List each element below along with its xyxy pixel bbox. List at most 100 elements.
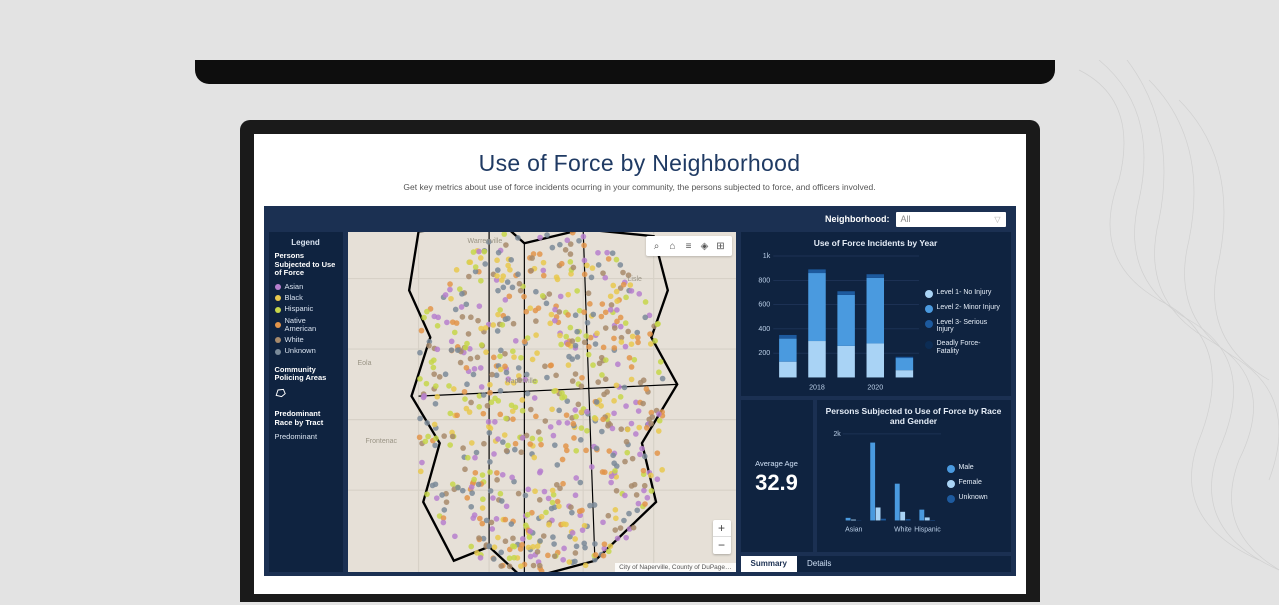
neighborhood-selected: All xyxy=(901,214,911,224)
svg-text:Hispanic: Hispanic xyxy=(914,526,941,533)
home-icon[interactable]: ⌂ xyxy=(666,239,680,253)
legend-swatch xyxy=(275,322,281,328)
legend-item-black: Black xyxy=(275,294,337,302)
dashboard-screen: Use of Force by Neighborhood Get key met… xyxy=(254,134,1026,594)
svg-text:200: 200 xyxy=(758,349,770,357)
legend-label: Male xyxy=(959,464,974,472)
legend-item-asian: Asian xyxy=(275,283,337,291)
laptop-bezel: Use of Force by Neighborhood Get key met… xyxy=(240,120,1040,602)
legend-item-label: Asian xyxy=(285,283,304,291)
legend-item-label: Hispanic xyxy=(285,305,314,313)
legend-label: Level 1- No Injury xyxy=(937,289,992,297)
legend-item-white: White xyxy=(275,336,337,344)
search-icon[interactable]: ⌕ xyxy=(650,239,664,253)
chart-race-legend-item: Unknown xyxy=(947,494,1003,503)
svg-text:2018: 2018 xyxy=(809,384,825,392)
filter-bar: Neighborhood: All ▽ xyxy=(264,206,1016,232)
map-attribution: City of Naperville, County of DuPage… xyxy=(615,563,735,572)
background-topo xyxy=(1059,60,1279,600)
tab-bar: SummaryDetails xyxy=(741,556,1011,572)
map[interactable]: WarrenvilleLisleEolaNapervilleFrontenac … xyxy=(348,232,736,572)
chart-race-legend-item: Female xyxy=(947,479,1003,488)
chart-race-card: Persons Subjected to Use of Force by Rac… xyxy=(817,400,1011,552)
average-age-card: Average Age 32.9 xyxy=(741,400,813,552)
legend-swatch xyxy=(275,307,281,313)
chart-year-title: Use of Force Incidents by Year xyxy=(749,238,1003,248)
chart-race-legend: Male Female Unknown xyxy=(943,430,1003,536)
chart-year-legend-item: Level 2- Minor Injury xyxy=(925,304,1003,313)
polygon-icon xyxy=(275,388,287,398)
layers-icon[interactable]: ◈ xyxy=(698,239,712,253)
legend-item-hispanic: Hispanic xyxy=(275,305,337,313)
chart-race-legend-item: Male xyxy=(947,464,1003,473)
map-label: Naperville xyxy=(506,378,537,385)
chart-year[interactable]: 200 400 600 800 1k 2018 2020 xyxy=(749,252,921,394)
page-subtitle: Get key metrics about use of force incid… xyxy=(264,182,1016,192)
legend-swatch xyxy=(947,480,955,488)
zoom-out-button[interactable]: − xyxy=(713,537,731,554)
dashboard-panel: Neighborhood: All ▽ Legend Persons Subje… xyxy=(264,206,1016,576)
legend-title: Legend xyxy=(275,238,337,247)
chevron-down-icon: ▽ xyxy=(994,215,1000,224)
svg-text:400: 400 xyxy=(758,325,770,333)
map-canvas xyxy=(348,232,736,572)
legend-item-unknown: Unknown xyxy=(275,347,337,355)
map-label: Warrenville xyxy=(468,238,503,245)
svg-text:White: White xyxy=(894,526,912,533)
legend-swatch xyxy=(275,295,281,301)
chart-year-card: Use of Force Incidents by Year 200 400 600… xyxy=(741,232,1011,396)
chart-race-title: Persons Subjected to Use of Force by Rac… xyxy=(825,406,1003,426)
legend-item-label: Unknown xyxy=(285,347,316,355)
chart-year-legend: Level 1- No Injury Level 2- Minor Injury L… xyxy=(921,252,1003,392)
svg-text:2020: 2020 xyxy=(867,384,883,392)
map-toolbar: ⌕⌂≡◈⊞ xyxy=(646,236,732,256)
legend-swatch xyxy=(947,465,955,473)
zoom-control: + − xyxy=(713,520,731,554)
map-label: Lisle xyxy=(628,276,642,283)
svg-text:2k: 2k xyxy=(833,431,841,438)
legend-section-persons: Persons Subjected to Use of Force xyxy=(275,252,337,278)
chart-race[interactable]: 2k Asian WhiteHispanic xyxy=(825,430,943,534)
legend-swatch xyxy=(947,495,955,503)
legend-label: Deadly Force-Fatality xyxy=(937,340,1003,355)
laptop-base xyxy=(195,60,1055,84)
page-title: Use of Force by Neighborhood xyxy=(264,150,1016,177)
legend-swatch xyxy=(925,305,933,313)
legend-swatch xyxy=(925,341,933,349)
neighborhood-dropdown[interactable]: All ▽ xyxy=(896,212,1006,227)
zoom-in-button[interactable]: + xyxy=(713,520,731,537)
list-icon[interactable]: ≡ xyxy=(682,239,696,253)
svg-text:600: 600 xyxy=(758,301,770,309)
legend-section-race-tract-sub: Predominant xyxy=(275,432,337,441)
legend-label: Unknown xyxy=(959,494,988,502)
tab-summary[interactable]: Summary xyxy=(741,556,797,572)
chart-year-legend-item: Level 1- No Injury xyxy=(925,289,1003,298)
average-age-value: 32.9 xyxy=(755,470,798,496)
dashboard-header: Use of Force by Neighborhood Get key met… xyxy=(254,134,1026,198)
legend-label: Female xyxy=(959,479,982,487)
legend-swatch xyxy=(275,349,281,355)
basemap-icon[interactable]: ⊞ xyxy=(714,239,728,253)
legend-label: Level 3- Serious Injury xyxy=(937,319,1003,334)
legend-swatch xyxy=(275,284,281,290)
legend-swatch xyxy=(925,320,933,328)
average-age-label: Average Age xyxy=(755,459,798,468)
legend-panel: Legend Persons Subjected to Use of Force… xyxy=(269,232,343,572)
map-label: Frontenac xyxy=(366,438,398,445)
legend-item-label: Native American xyxy=(285,317,337,334)
svg-text:Asian: Asian xyxy=(845,526,862,533)
legend-item-label: Black xyxy=(285,294,303,302)
legend-label: Level 2- Minor Injury xyxy=(937,304,1000,312)
chart-year-legend-item: Deadly Force-Fatality xyxy=(925,340,1003,355)
right-column: Use of Force Incidents by Year 200 400 600… xyxy=(741,232,1011,572)
svg-text:1k: 1k xyxy=(762,252,770,260)
tab-details[interactable]: Details xyxy=(797,556,841,572)
legend-item-native-american: Native American xyxy=(275,317,337,334)
legend-item-label: White xyxy=(285,336,304,344)
legend-section-race-tract: Predominant Race by Tract xyxy=(275,410,337,427)
legend-swatch xyxy=(275,337,281,343)
neighborhood-filter-label: Neighborhood: xyxy=(825,214,890,224)
svg-text:800: 800 xyxy=(758,276,770,284)
chart-year-legend-item: Level 3- Serious Injury xyxy=(925,319,1003,334)
map-label: Eola xyxy=(358,360,372,367)
